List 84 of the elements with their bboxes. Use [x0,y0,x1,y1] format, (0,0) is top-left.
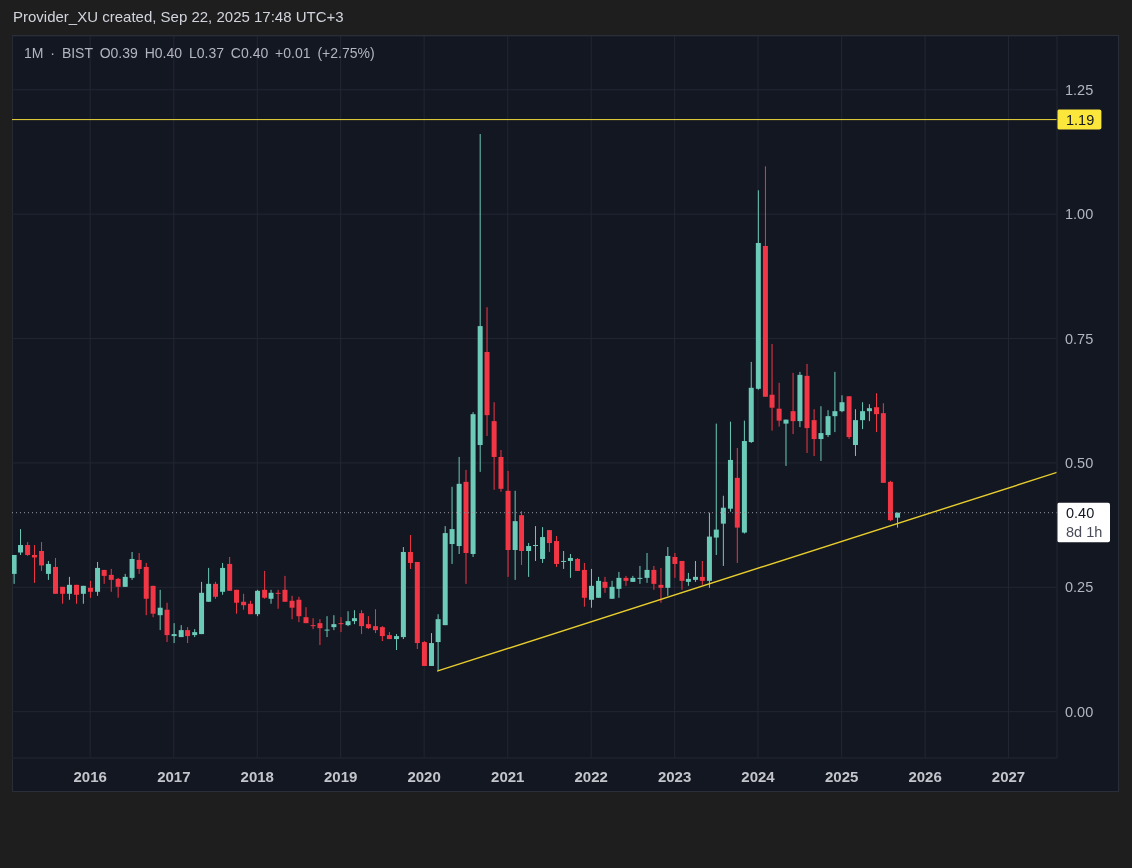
candlestick [220,562,226,596]
candlestick [713,423,719,556]
y-tick-label: 1.00 [1065,206,1094,223]
x-tick-label: 2025 [825,767,859,785]
candlestick [720,495,726,567]
candlestick [39,541,45,572]
candlestick [679,560,685,591]
candlestick [407,534,413,570]
candlestick [115,577,121,599]
text: 8d 1h [1066,524,1103,541]
candlestick [18,528,24,556]
candlestick [658,567,664,604]
y-tick-label: 0.75 [1065,330,1094,347]
candlestick [359,609,365,635]
candlestick [874,392,880,433]
x-tick-label: 2026 [908,767,942,785]
x-tick-label: 2021 [491,767,525,785]
candlestick [567,553,573,579]
candlestick [776,382,782,428]
candlestick [602,576,608,594]
candlestick [421,640,427,667]
candlestick [699,560,705,586]
y-tick-label: 0.50 [1065,454,1094,471]
y-tick-label: 1.25 [1065,81,1094,98]
candlestick [561,550,567,570]
candlestick [435,613,441,672]
candlestick [255,589,261,617]
candlestick [372,608,378,634]
x-tick-label: 2022 [574,767,608,785]
candlestick [637,565,643,585]
x-tick-label: 2018 [240,767,274,785]
candlestick [811,408,817,457]
candlestick [331,614,337,631]
candlestick [157,589,163,631]
candlestick [526,542,532,578]
ref-line-label: 0.40 [1066,504,1095,521]
candlestick [171,622,177,644]
candlestick [345,610,351,627]
candlestick [324,615,330,638]
candlestick [546,529,552,553]
candlestick [45,560,51,581]
x-tick-label: 2024 [741,767,776,785]
candlestick [783,419,789,467]
candlestick [136,552,142,575]
candlestick [66,576,72,601]
candlestick [206,567,212,603]
candlestick [268,589,274,605]
candlestick [860,401,866,430]
candlestick [449,486,455,565]
x-tick-label: 2027 [991,767,1026,785]
candlestick [303,606,309,624]
ref-line-label: 1.19 [1066,111,1095,128]
candlestick [818,405,824,462]
y-tick-label: 0.00 [1065,703,1094,720]
text: Provider_XU created, Sep 22, 2025 17:48 UTC+3 [13,8,344,26]
candlestick [623,575,629,587]
candlestick [651,565,657,591]
x-tick-label: 2019 [323,767,358,785]
candlestick [832,371,838,433]
x-tick-label: 2020 [407,767,441,785]
candlestick [338,616,344,633]
candlestick [129,551,135,581]
candlestick [790,372,796,435]
x-tick-label: 2017 [157,767,191,785]
candlestick [596,576,602,599]
candlestick [769,343,775,432]
candlestick [532,525,538,562]
candlestick [554,535,560,568]
candlestick [825,409,831,438]
y-tick-label: 0.25 [1065,579,1094,596]
candlestick [12,554,17,585]
x-tick-label: 2023 [657,767,692,785]
candlestick [839,394,845,413]
candlestick [95,561,101,597]
candlestick [672,552,678,579]
candlestick [644,552,650,584]
candlestick [262,570,268,600]
text: 1M · BIST O0.39 H0.40 L0.37 C0.40 +0.01 (+2.75%) [24,44,375,62]
candlestick [588,568,594,609]
candlestick [692,560,698,583]
x-tick-label: 2016 [73,767,107,785]
candlestick [540,526,546,564]
candlestick [108,568,114,593]
candlestick [428,632,434,667]
